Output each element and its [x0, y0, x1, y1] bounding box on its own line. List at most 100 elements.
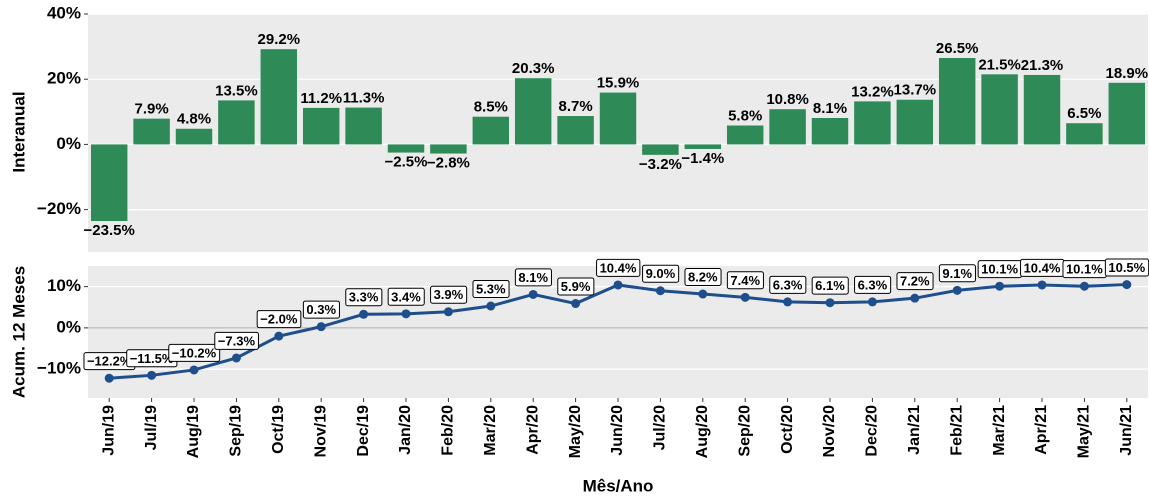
- point: [1079, 281, 1089, 291]
- point: [952, 285, 962, 295]
- data-label-box: 10.1%: [977, 260, 1022, 279]
- label-box: [854, 275, 892, 294]
- label-box: [684, 267, 722, 286]
- point: [740, 292, 750, 302]
- data-label-box: 9.1%: [938, 264, 976, 283]
- data-label: 29.2%: [258, 31, 301, 48]
- data-label: 26.5%: [936, 40, 979, 57]
- label-box: [302, 300, 340, 319]
- x-tick-label: Mar/20: [482, 405, 499, 456]
- data-label-box: 8.1%: [514, 268, 552, 287]
- data-label-box: 9.0%: [642, 264, 680, 283]
- data-label: 3.4%: [391, 289, 421, 304]
- data-label: −7.3%: [218, 333, 256, 348]
- x-tick-label: Nov/19: [312, 405, 329, 458]
- data-label-box: 5.9%: [557, 277, 595, 296]
- data-label: 6.3%: [858, 277, 888, 292]
- x-tick-label: Mar/21: [991, 405, 1008, 456]
- x-tick-label: Feb/21: [948, 405, 965, 456]
- bar: [387, 144, 425, 153]
- bar: [218, 100, 255, 145]
- data-label: 10.5%: [1108, 260, 1145, 275]
- bar: [472, 116, 510, 145]
- data-label: 13.5%: [215, 82, 258, 99]
- bar: [896, 99, 934, 145]
- point: [359, 309, 369, 319]
- data-label: 8.2%: [688, 269, 718, 284]
- x-tick-label: Jul/19: [143, 405, 160, 450]
- bar: [811, 118, 849, 145]
- data-label: 9.0%: [646, 266, 676, 281]
- point: [443, 307, 453, 317]
- data-label: 21.3%: [1021, 57, 1064, 74]
- data-label-box: 6.3%: [854, 275, 892, 294]
- y-axis-title: Acum. 12 Meses: [9, 266, 28, 398]
- data-label: 5.8%: [728, 107, 762, 124]
- point: [825, 298, 835, 308]
- data-label: 6.5%: [1067, 105, 1101, 122]
- point: [613, 280, 623, 290]
- data-label-box: 8.2%: [684, 267, 722, 286]
- x-tick-label: Dec/19: [355, 405, 372, 457]
- data-label: 8.7%: [558, 98, 592, 115]
- y-axis-title: Interanual: [9, 91, 28, 172]
- point: [147, 370, 157, 380]
- data-label: 3.3%: [349, 290, 379, 305]
- x-tick-label: Sep/20: [736, 405, 753, 457]
- data-label-box: −10.2%: [168, 343, 221, 362]
- y-tick-label: −20%: [37, 199, 81, 218]
- data-label: 10.1%: [1066, 262, 1103, 277]
- label-box: [387, 287, 425, 306]
- point: [571, 299, 581, 309]
- label-box: [345, 288, 383, 307]
- data-label: −3.2%: [639, 156, 682, 173]
- data-label: 21.5%: [978, 56, 1021, 73]
- data-label-box: 6.1%: [811, 276, 849, 295]
- data-label-box: 3.3%: [345, 288, 383, 307]
- data-label-box: 3.9%: [430, 285, 468, 304]
- y-tick-label: 40%: [47, 3, 81, 22]
- bar: [981, 74, 1018, 145]
- data-label: 6.3%: [773, 277, 803, 292]
- point: [1122, 280, 1132, 290]
- data-label: −2.8%: [427, 155, 470, 172]
- point: [401, 309, 411, 319]
- y-tick-label: 10%: [47, 276, 81, 295]
- point: [486, 301, 496, 311]
- x-tick-label: Oct/19: [270, 405, 287, 454]
- y-tick-label: 0%: [56, 317, 81, 336]
- data-label: 11.2%: [300, 90, 342, 107]
- x-tick-label: Aug/19: [185, 405, 202, 458]
- data-label-box: −12.2%: [83, 352, 136, 371]
- label-box: [769, 275, 807, 294]
- bar: [938, 58, 976, 145]
- y-tick-label: 20%: [47, 69, 81, 88]
- bar: [302, 107, 340, 145]
- data-label: 10.4%: [1024, 260, 1061, 275]
- bar: [726, 125, 764, 145]
- x-tick-label: May/21: [1076, 405, 1093, 458]
- data-label-box: 7.2%: [896, 272, 934, 291]
- label-box: [256, 310, 302, 329]
- data-label-box: −7.3%: [214, 331, 259, 350]
- point: [655, 286, 665, 296]
- label-box: [430, 285, 468, 304]
- point: [274, 331, 284, 341]
- x-tick-label: Apr/20: [524, 405, 541, 455]
- label-box: [514, 268, 552, 287]
- bar: [345, 107, 382, 145]
- point: [910, 293, 920, 303]
- y-tick-label: −10%: [37, 359, 81, 378]
- bar: [684, 144, 722, 149]
- bar: [90, 144, 128, 222]
- data-label: 9.1%: [942, 266, 972, 281]
- x-tick-label: May/20: [567, 405, 584, 458]
- data-label: 13.7%: [894, 82, 937, 99]
- point: [867, 297, 877, 307]
- data-label: 11.3%: [343, 90, 385, 107]
- point: [995, 281, 1005, 291]
- label-box: [811, 276, 849, 295]
- x-tick-label: Jan/20: [397, 405, 414, 455]
- data-label: 5.3%: [476, 281, 506, 296]
